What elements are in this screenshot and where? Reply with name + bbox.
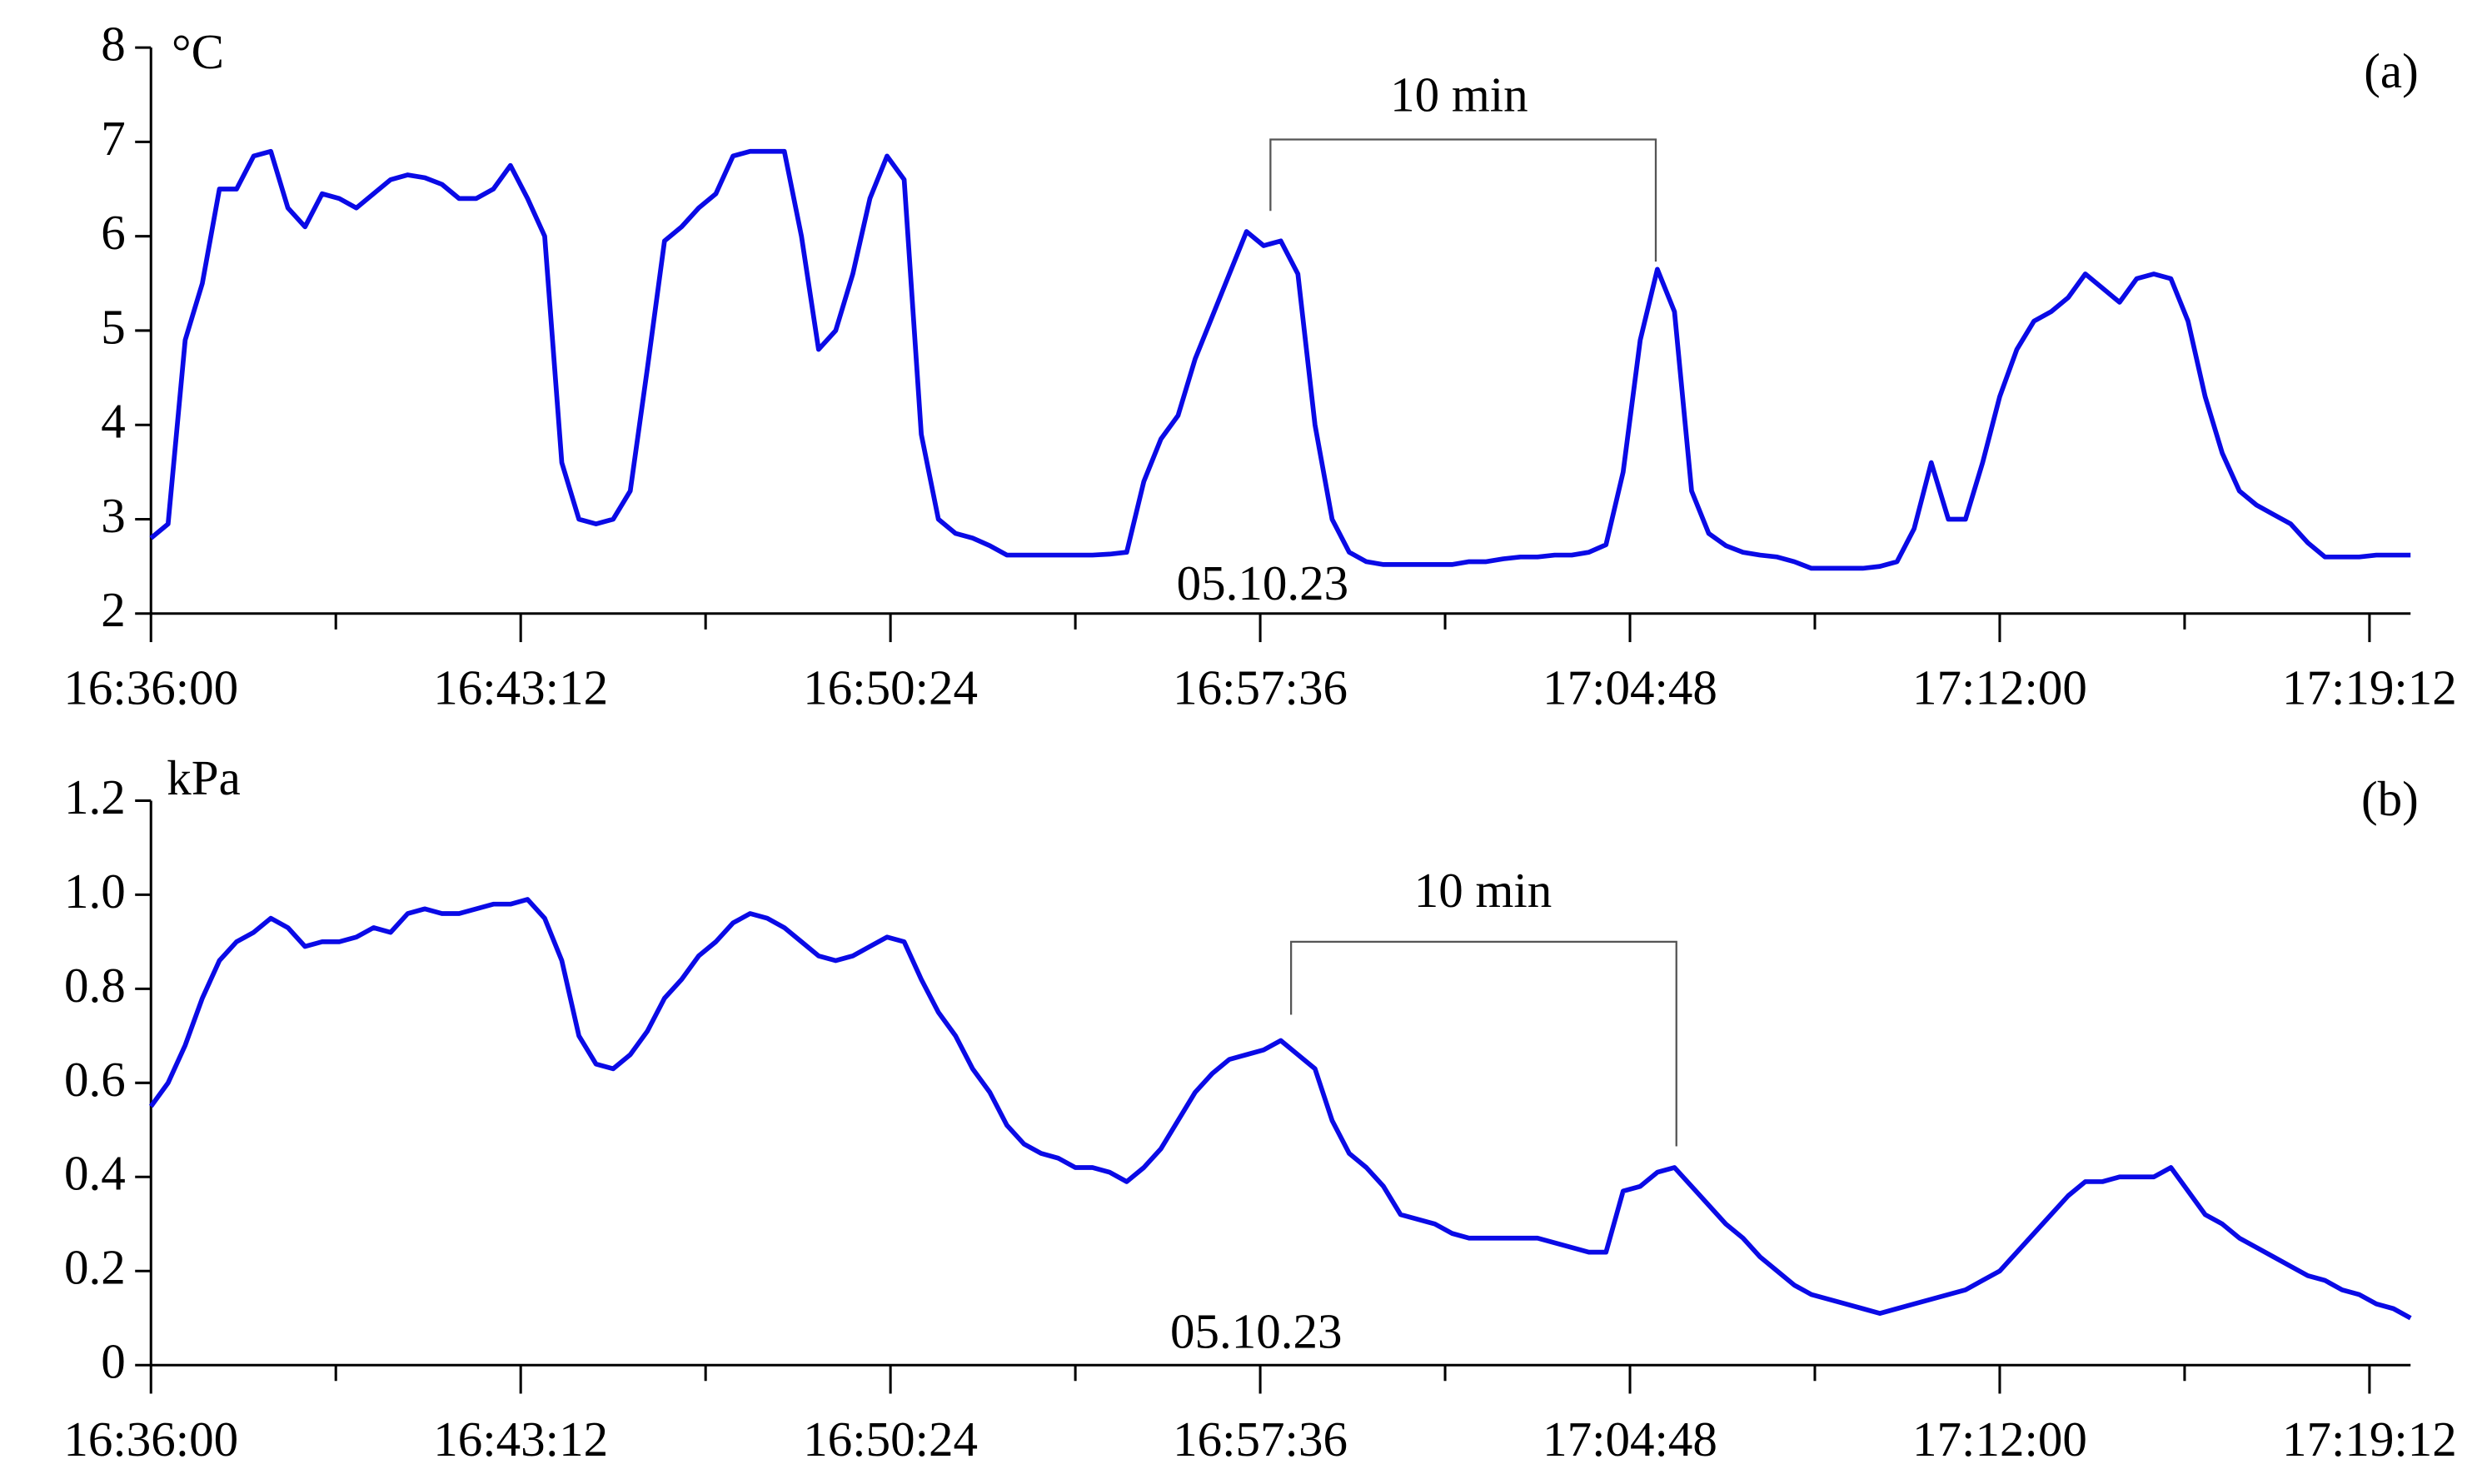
panel-label: (a) xyxy=(2364,43,2418,98)
date-label: 05.10.23 xyxy=(1177,555,1349,610)
bracket xyxy=(1269,138,1657,262)
y-tick-label: 0.2 xyxy=(64,1240,126,1295)
y-tick-label: 2 xyxy=(101,582,126,637)
x-tick-label: 17:19:12 xyxy=(2282,1412,2457,1467)
x-tick-label: 17:12:00 xyxy=(1912,660,2087,715)
panel-label: (b) xyxy=(2361,771,2419,826)
x-tick-label: 16:43:12 xyxy=(433,660,608,715)
x-tick-label: 16:36:00 xyxy=(63,1412,238,1467)
y-tick-label: 8 xyxy=(101,17,126,72)
y-tick-label: 4 xyxy=(101,394,126,449)
x-tick-label: 17:04:48 xyxy=(1543,660,1717,715)
y-axis-label: °C xyxy=(172,24,224,79)
y-tick-label: 1.0 xyxy=(64,864,126,919)
y-tick-label: 6 xyxy=(101,205,126,260)
date-label: 05.10.23 xyxy=(1170,1303,1343,1358)
x-tick-label: 16:57:36 xyxy=(1173,660,1348,715)
y-tick-label: 3 xyxy=(101,488,126,543)
y-axis-label: kPa xyxy=(167,750,240,805)
x-tick-label: 16:57:36 xyxy=(1173,1412,1348,1467)
data-line xyxy=(148,897,2412,1321)
x-tick-label: 16:50:24 xyxy=(803,660,978,715)
y-tick-label: 0.4 xyxy=(64,1146,126,1201)
x-tick-label: 17:12:00 xyxy=(1912,1412,2087,1467)
annotation: 10 min xyxy=(1390,67,1528,122)
x-tick-label: 17:04:48 xyxy=(1543,1412,1717,1467)
y-tick-label: 0.8 xyxy=(64,958,126,1013)
y-tick-label: 1.2 xyxy=(64,769,126,824)
x-tick-label: 16:50:24 xyxy=(803,1412,978,1467)
x-tick-label: 16:43:12 xyxy=(433,1412,608,1467)
y-tick-label: 5 xyxy=(101,299,126,354)
data-line xyxy=(149,148,2411,571)
x-tick-label: 17:19:12 xyxy=(2282,660,2457,715)
y-tick-label: 7 xyxy=(101,111,126,166)
annotation: 10 min xyxy=(1414,863,1553,918)
x-tick-label: 16:36:00 xyxy=(63,660,238,715)
bracket xyxy=(1289,940,1677,1147)
y-tick-label: 0.6 xyxy=(64,1052,126,1107)
y-tick-label: 0 xyxy=(101,1334,126,1389)
